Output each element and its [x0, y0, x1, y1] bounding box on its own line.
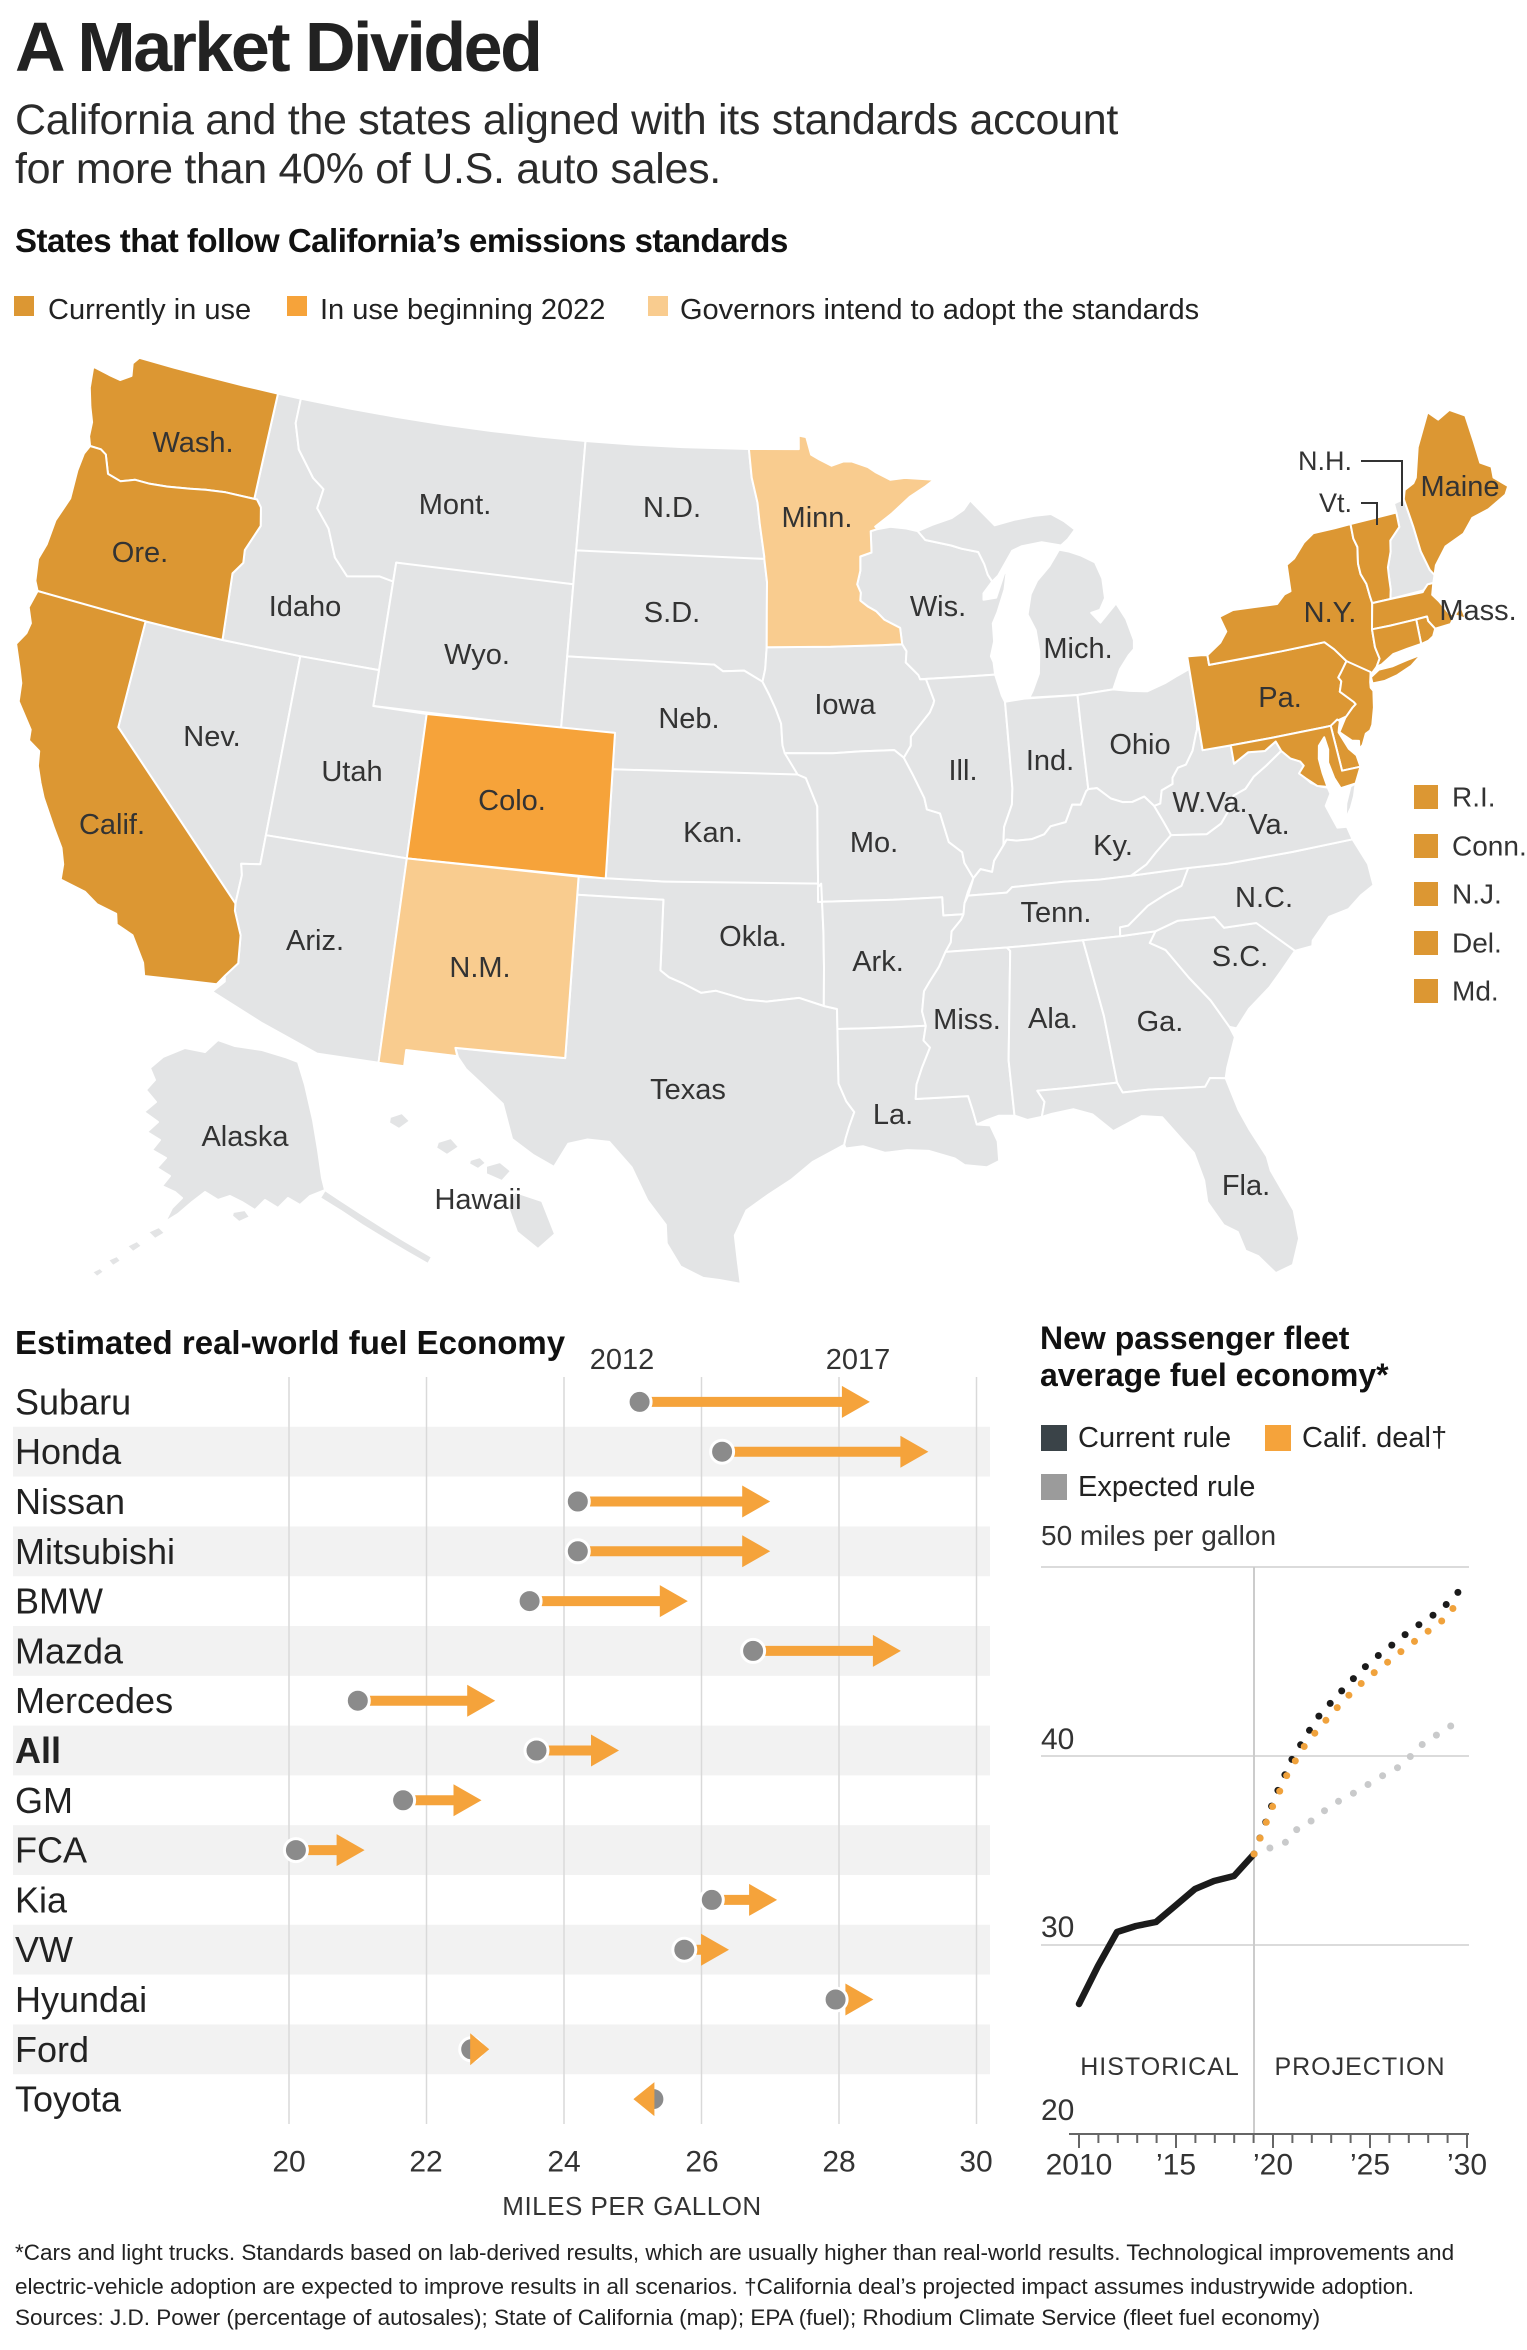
svg-text:22: 22: [409, 2146, 442, 2179]
svg-text:Miss.: Miss.: [933, 1004, 1001, 1036]
svg-text:Hyundai: Hyundai: [15, 1979, 147, 2020]
svg-text:Ohio: Ohio: [1109, 729, 1170, 761]
svg-text:Wash.: Wash.: [152, 427, 233, 459]
svg-text:Conn.: Conn.: [1452, 831, 1527, 862]
svg-text:Mich.: Mich.: [1043, 633, 1112, 665]
svg-text:FCA: FCA: [15, 1830, 87, 1871]
svg-text:2012: 2012: [590, 1344, 655, 1376]
svg-text:VW: VW: [15, 1929, 73, 1970]
svg-text:Kia: Kia: [15, 1879, 68, 1920]
svg-text:Kan.: Kan.: [683, 817, 743, 849]
svg-text:Wyo.: Wyo.: [444, 639, 510, 671]
svg-text:N.H.: N.H.: [1298, 446, 1352, 476]
svg-text:Mass.: Mass.: [1439, 595, 1516, 627]
svg-text:’25: ’25: [1350, 2149, 1390, 2182]
svg-text:Ark.: Ark.: [852, 946, 904, 978]
svg-text:N.M.: N.M.: [449, 952, 510, 984]
svg-text:All: All: [15, 1730, 61, 1771]
svg-text:Nev.: Nev.: [183, 721, 240, 753]
svg-text:Ky.: Ky.: [1093, 830, 1133, 862]
svg-text:Maine: Maine: [1421, 471, 1500, 503]
svg-text:GM: GM: [15, 1780, 73, 1821]
svg-text:Md.: Md.: [1452, 976, 1499, 1007]
svg-text:50 miles per gallon: 50 miles per gallon: [1041, 1520, 1276, 1551]
svg-text:Ind.: Ind.: [1026, 745, 1074, 777]
svg-text:Mo.: Mo.: [850, 827, 898, 859]
svg-text:Ford: Ford: [15, 2029, 89, 2070]
svg-text:24: 24: [547, 2146, 580, 2179]
svg-text:2017: 2017: [826, 1344, 891, 1376]
svg-text:Minn.: Minn.: [782, 502, 853, 534]
svg-text:’15: ’15: [1156, 2149, 1196, 2182]
svg-text:BMW: BMW: [15, 1581, 103, 1622]
svg-text:Ariz.: Ariz.: [286, 925, 344, 957]
svg-text:PROJECTION: PROJECTION: [1274, 2053, 1445, 2081]
svg-text:26: 26: [685, 2146, 718, 2179]
svg-text:S.C.: S.C.: [1212, 941, 1268, 973]
svg-text:Nissan: Nissan: [15, 1481, 125, 1522]
svg-text:N.J.: N.J.: [1452, 879, 1502, 910]
svg-text:Calif. deal†: Calif. deal†: [1302, 1422, 1447, 1454]
svg-text:Texas: Texas: [650, 1074, 726, 1106]
svg-text:Mont.: Mont.: [419, 489, 492, 521]
svg-text:40: 40: [1041, 1723, 1074, 1756]
svg-text:20: 20: [1041, 2094, 1074, 2127]
svg-text:Honda: Honda: [15, 1431, 122, 1472]
svg-text:Iowa: Iowa: [814, 689, 876, 721]
svg-text:20: 20: [272, 2146, 305, 2179]
svg-text:Neb.: Neb.: [658, 703, 719, 735]
svg-text:average fuel economy*: average fuel economy*: [1040, 1357, 1389, 1393]
svg-text:R.I.: R.I.: [1452, 782, 1496, 813]
svg-text:Mitsubishi: Mitsubishi: [15, 1531, 175, 1572]
svg-text:Pa.: Pa.: [1258, 682, 1302, 714]
svg-text:Calif.: Calif.: [79, 809, 145, 841]
svg-text:Va.: Va.: [1248, 809, 1289, 841]
svg-text:’20: ’20: [1253, 2149, 1293, 2182]
svg-text:Hawaii: Hawaii: [434, 1184, 521, 1216]
svg-text:Estimated real-world fuel Econ: Estimated real-world fuel Economy: [15, 1324, 566, 1361]
svg-text:Expected rule: Expected rule: [1078, 1471, 1255, 1503]
svg-text:Fla.: Fla.: [1222, 1170, 1270, 1202]
svg-text:Alaska: Alaska: [201, 1121, 289, 1153]
svg-text:30: 30: [959, 2146, 992, 2179]
svg-text:N.Y.: N.Y.: [1304, 597, 1357, 629]
svg-text:Ill.: Ill.: [949, 755, 978, 787]
svg-text:Ore.: Ore.: [112, 537, 168, 569]
svg-text:Subaru: Subaru: [15, 1381, 131, 1422]
svg-text:Current rule: Current rule: [1078, 1422, 1231, 1454]
svg-text:Tenn.: Tenn.: [1021, 897, 1092, 929]
svg-text:La.: La.: [873, 1099, 913, 1131]
svg-text:2010: 2010: [1046, 2149, 1113, 2182]
svg-text:Del.: Del.: [1452, 928, 1502, 959]
svg-text:S.D.: S.D.: [644, 597, 700, 629]
svg-text:MILES PER GALLON: MILES PER GALLON: [502, 2191, 761, 2220]
svg-text:Ga.: Ga.: [1137, 1006, 1184, 1038]
svg-text:Wis.: Wis.: [910, 591, 966, 623]
svg-text:Toyota: Toyota: [15, 2079, 122, 2120]
svg-text:Colo.: Colo.: [478, 785, 546, 817]
svg-text:Mercedes: Mercedes: [15, 1680, 173, 1721]
svg-text:HISTORICAL: HISTORICAL: [1080, 2053, 1240, 2081]
svg-text:New passenger fleet: New passenger fleet: [1040, 1320, 1350, 1356]
svg-text:Mazda: Mazda: [15, 1630, 124, 1671]
svg-text:’30: ’30: [1447, 2149, 1487, 2182]
svg-text:30: 30: [1041, 1911, 1074, 1944]
svg-text:Okla.: Okla.: [719, 921, 787, 953]
svg-text:W.Va.: W.Va.: [1172, 787, 1247, 819]
svg-text:Vt.: Vt.: [1319, 488, 1352, 518]
svg-text:Idaho: Idaho: [269, 591, 342, 623]
svg-text:Ala.: Ala.: [1028, 1003, 1078, 1035]
svg-text:N.C.: N.C.: [1235, 882, 1293, 914]
svg-text:28: 28: [822, 2146, 855, 2179]
svg-text:N.D.: N.D.: [643, 492, 701, 524]
svg-text:Utah: Utah: [321, 756, 382, 788]
